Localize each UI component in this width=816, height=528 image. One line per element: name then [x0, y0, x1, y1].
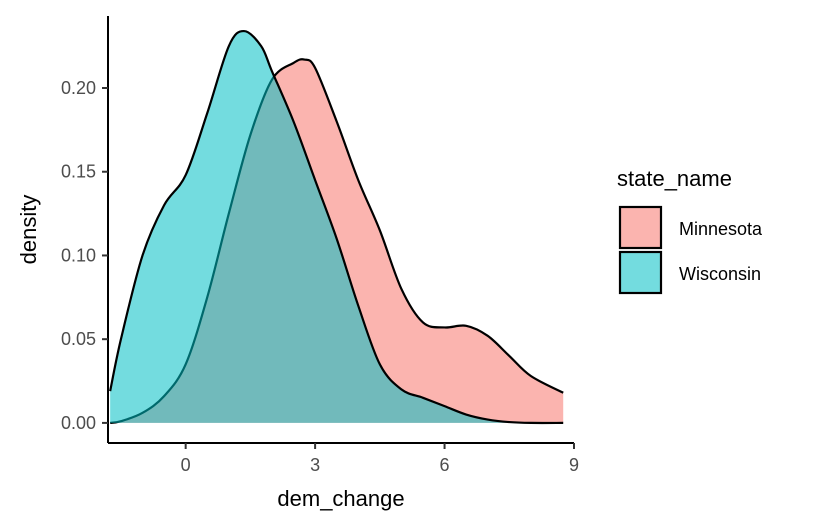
y-tick-label: 0.15: [61, 162, 96, 182]
x-ticks: 0 3 6 9: [181, 443, 579, 475]
legend-key-wisconsin: [618, 250, 663, 295]
density-area-wisconsin: [110, 31, 564, 423]
x-tick-label: 9: [569, 455, 579, 475]
x-axis-title: dem_change: [277, 486, 404, 511]
density-areas: [109, 29, 564, 425]
y-tick-label: 0.10: [61, 245, 96, 265]
legend-label-wisconsin: Wisconsin: [679, 264, 761, 284]
x-tick-label: 3: [310, 455, 320, 475]
y-tick-label: 0.20: [61, 78, 96, 98]
y-ticks: 0.00 0.05 0.10 0.15 0.20: [61, 78, 108, 433]
x-tick-label: 0: [181, 455, 191, 475]
legend: state_name Minnesota Wisconsin: [617, 166, 763, 295]
legend-key-minnesota: [618, 205, 663, 250]
x-tick-label: 6: [440, 455, 450, 475]
density-line-wisconsin: [109, 29, 564, 425]
legend-title: state_name: [617, 166, 732, 191]
y-axis-title: density: [16, 195, 41, 265]
legend-label-minnesota: Minnesota: [679, 219, 763, 239]
y-tick-label: 0.00: [61, 413, 96, 433]
y-tick-label: 0.05: [61, 329, 96, 349]
